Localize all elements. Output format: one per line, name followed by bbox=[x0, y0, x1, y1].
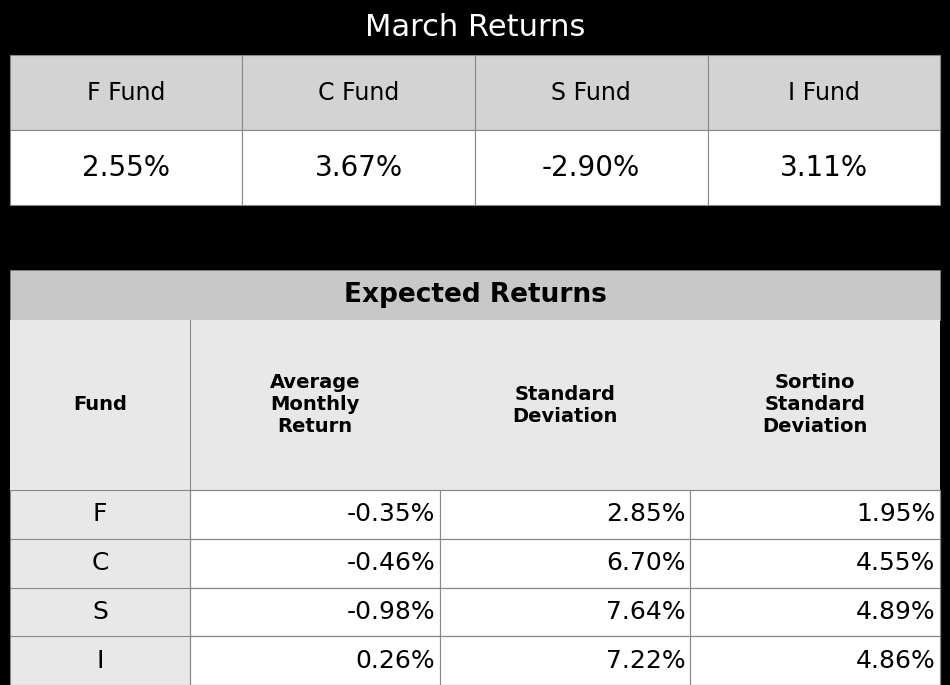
Text: March Returns: March Returns bbox=[365, 13, 585, 42]
Text: I Fund: I Fund bbox=[788, 81, 860, 105]
Text: 4.86%: 4.86% bbox=[856, 649, 935, 673]
Text: -0.46%: -0.46% bbox=[347, 551, 435, 575]
Text: C Fund: C Fund bbox=[318, 81, 399, 105]
Text: S: S bbox=[92, 600, 108, 624]
Text: 7.22%: 7.22% bbox=[606, 649, 685, 673]
Text: 1.95%: 1.95% bbox=[856, 502, 935, 526]
Text: 6.70%: 6.70% bbox=[606, 551, 685, 575]
Text: Fund: Fund bbox=[73, 395, 127, 414]
Text: 7.64%: 7.64% bbox=[606, 600, 685, 624]
Text: S Fund: S Fund bbox=[551, 81, 631, 105]
Text: 2.85%: 2.85% bbox=[606, 502, 685, 526]
Text: 4.55%: 4.55% bbox=[856, 551, 935, 575]
Text: I: I bbox=[96, 649, 104, 673]
Text: -2.90%: -2.90% bbox=[542, 153, 640, 182]
Text: Expected Returns: Expected Returns bbox=[344, 282, 606, 308]
Text: Sortino
Standard
Deviation: Sortino Standard Deviation bbox=[762, 373, 867, 436]
Text: 0.26%: 0.26% bbox=[355, 649, 435, 673]
Text: -0.35%: -0.35% bbox=[347, 502, 435, 526]
Text: 3.11%: 3.11% bbox=[780, 153, 867, 182]
Text: C: C bbox=[91, 551, 108, 575]
Text: -0.98%: -0.98% bbox=[347, 600, 435, 624]
Text: Standard
Deviation: Standard Deviation bbox=[512, 384, 618, 425]
Text: F Fund: F Fund bbox=[87, 81, 165, 105]
Text: Average
Monthly
Return: Average Monthly Return bbox=[270, 373, 360, 436]
Text: 3.67%: 3.67% bbox=[314, 153, 403, 182]
Text: 4.89%: 4.89% bbox=[856, 600, 935, 624]
Text: F: F bbox=[93, 502, 107, 526]
Text: 2.55%: 2.55% bbox=[83, 153, 170, 182]
